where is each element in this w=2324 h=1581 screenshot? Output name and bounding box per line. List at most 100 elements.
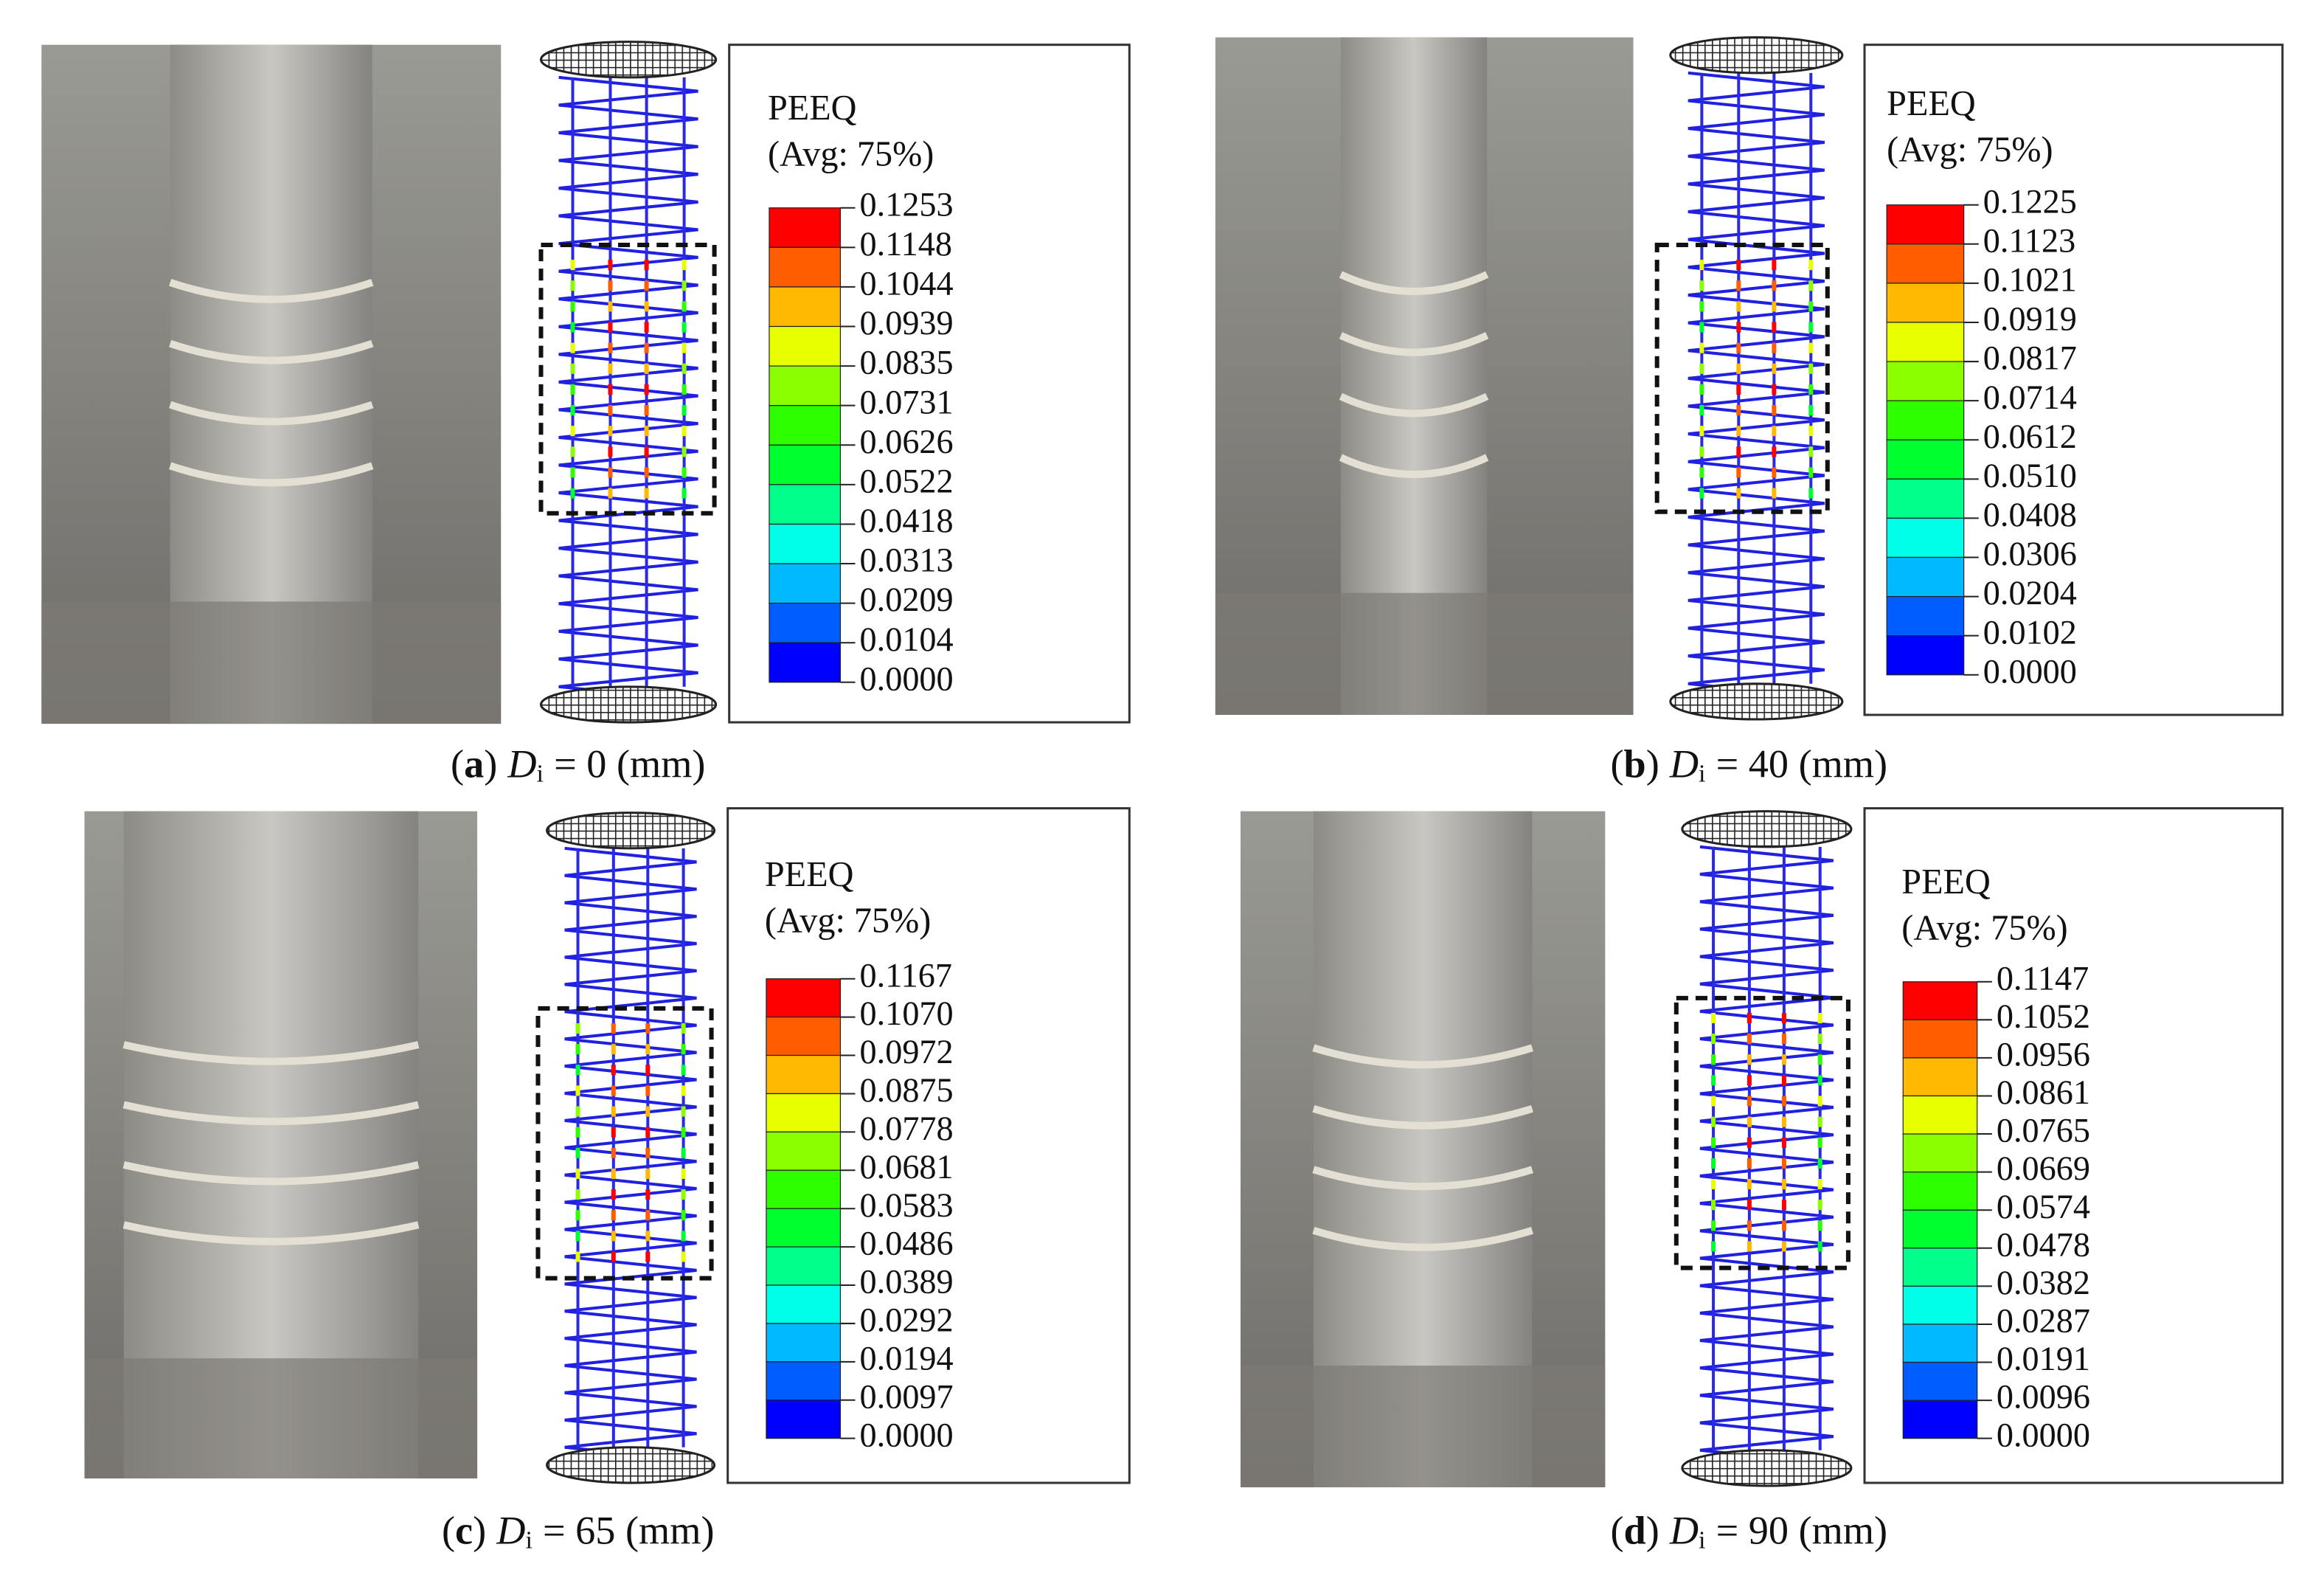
- legend-swatch: [1886, 635, 1965, 676]
- rebar-hoop: [1312, 1226, 1533, 1251]
- legend-level: 0.1225: [1983, 182, 2077, 220]
- caption-letter: c: [455, 1509, 473, 1553]
- legend-swatch: [769, 365, 842, 407]
- rebar-hoop: [1312, 1166, 1533, 1191]
- legend-swatch: [769, 603, 842, 643]
- damage-zone-box: [535, 1006, 714, 1281]
- caption-variable: D: [1669, 1509, 1699, 1553]
- legend-swatch: [1886, 361, 1965, 401]
- legend-swatch: [1902, 981, 1978, 1020]
- legend-level: 0.0681: [860, 1148, 954, 1186]
- legend-level: 0.0510: [1983, 457, 2077, 494]
- legend-level: 0.0939: [860, 304, 954, 342]
- caption: (b) Di = 40 (mm): [1610, 742, 1887, 787]
- legend-swatch: [1886, 243, 1965, 284]
- caption-open: (: [451, 742, 464, 786]
- legend-level: 0.0583: [860, 1186, 954, 1224]
- legend-level: 0.0209: [860, 581, 954, 618]
- caption-open: (: [1610, 1509, 1623, 1553]
- legend-swatch: [1886, 400, 1965, 440]
- legend-swatch: [1902, 1285, 1978, 1325]
- legend-level: 0.0194: [860, 1339, 954, 1377]
- legend-swatch: [1886, 322, 1965, 362]
- legend-level: 0.1052: [1997, 997, 2090, 1035]
- top-plate: [1669, 36, 1844, 75]
- legend-level: 0.1123: [1983, 221, 2075, 259]
- legend-level: 0.0389: [860, 1263, 954, 1301]
- panel: PEEQ(Avg: 75%)0.11470.10520.09560.08610.…: [1241, 807, 2284, 1554]
- caption: (d) Di = 90 (mm): [1610, 1509, 1887, 1554]
- legend-swatch: [1886, 517, 1965, 558]
- rebar-hoop: [1312, 1044, 1533, 1069]
- legend-subtitle: (Avg: 75%): [765, 901, 931, 940]
- legend-level: 0.0292: [860, 1301, 954, 1339]
- legend-swatch: [769, 642, 842, 683]
- legend-level: 0.0731: [860, 383, 954, 421]
- legend-level: 0.0000: [860, 1416, 954, 1453]
- panel: PEEQ(Avg: 75%)0.12250.11230.10210.09190.…: [1215, 36, 2284, 787]
- legend-level: 0.0522: [860, 462, 954, 499]
- legend: PEEQ(Avg: 75%)0.11470.10520.09560.08610.…: [1863, 807, 2284, 1484]
- legend-swatch: [1902, 1248, 1978, 1287]
- spiral-stirrup: [1699, 845, 1834, 1466]
- legend-swatch: [1902, 1019, 1978, 1059]
- photo-floor: [84, 1358, 478, 1478]
- spiral-stirrup: [558, 75, 698, 702]
- test-photo: [84, 811, 478, 1478]
- rebar-hoop: [1339, 271, 1489, 295]
- rebar-hoop: [1339, 454, 1489, 478]
- fe-model: [1673, 810, 1853, 1487]
- legend-level: 0.1167: [860, 956, 952, 994]
- legend-level: 0.0612: [1983, 418, 2077, 455]
- legend-swatch: [1886, 283, 1965, 323]
- legend-swatch: [766, 1246, 842, 1286]
- caption-subscript: i: [1699, 760, 1706, 787]
- rebar-hoop: [169, 462, 374, 487]
- legend-level: 0.1147: [1997, 959, 2089, 997]
- legend-swatch: [1886, 595, 1965, 637]
- test-photo: [1241, 811, 1606, 1487]
- legend-level: 0.0382: [1997, 1264, 2090, 1301]
- legend-level: 0.0478: [1997, 1225, 2090, 1263]
- rebar-hoop: [1339, 332, 1489, 356]
- caption-variable: D: [496, 1509, 525, 1553]
- legend-swatch: [1902, 1324, 1978, 1363]
- legend-swatch: [769, 246, 842, 288]
- legend-level: 0.0191: [1997, 1340, 2090, 1377]
- caption-variable: D: [1669, 742, 1699, 786]
- caption-letter: b: [1624, 742, 1646, 786]
- legend-swatch: [766, 1017, 842, 1056]
- legend-swatch: [1902, 1209, 1978, 1249]
- caption-subscript: i: [1699, 1526, 1706, 1554]
- legend-swatch: [1886, 204, 1965, 245]
- legend-swatch: [766, 978, 842, 1018]
- legend-swatch: [1886, 439, 1965, 480]
- legend-swatch: [1902, 1172, 1978, 1211]
- rebar-hoop: [122, 1041, 420, 1065]
- legend-swatch: [766, 1284, 842, 1324]
- legend-level: 0.0817: [1983, 339, 2077, 377]
- bottom-plate: [539, 685, 718, 724]
- photo-floor: [41, 601, 502, 724]
- bottom-plate: [546, 1446, 716, 1484]
- legend-level: 0.0096: [1997, 1378, 2090, 1416]
- legend-level: 0.0306: [1983, 535, 2077, 572]
- legend-level: 0.1253: [860, 185, 954, 223]
- legend-level: 0.0408: [1983, 496, 2077, 533]
- legend-swatch: [1902, 1400, 1978, 1439]
- legend-swatch: [769, 523, 842, 564]
- legend-level: 0.0835: [860, 344, 954, 381]
- legend-swatch: [766, 1400, 842, 1439]
- caption-rest: = 90 (mm): [1716, 1509, 1888, 1553]
- legend-swatch: [1886, 556, 1965, 598]
- legend-level: 0.0000: [860, 660, 954, 697]
- spiral-stirrup: [1687, 71, 1825, 699]
- legend-swatch: [769, 484, 842, 525]
- caption-letter: d: [1624, 1509, 1646, 1553]
- damage-zone-box: [1673, 995, 1850, 1270]
- legend-level: 0.0418: [860, 502, 954, 539]
- panel: PEEQ(Avg: 75%)0.12530.11480.10440.09390.…: [41, 41, 1131, 787]
- caption-rest: = 0 (mm): [554, 742, 705, 786]
- fe-model: [538, 41, 718, 724]
